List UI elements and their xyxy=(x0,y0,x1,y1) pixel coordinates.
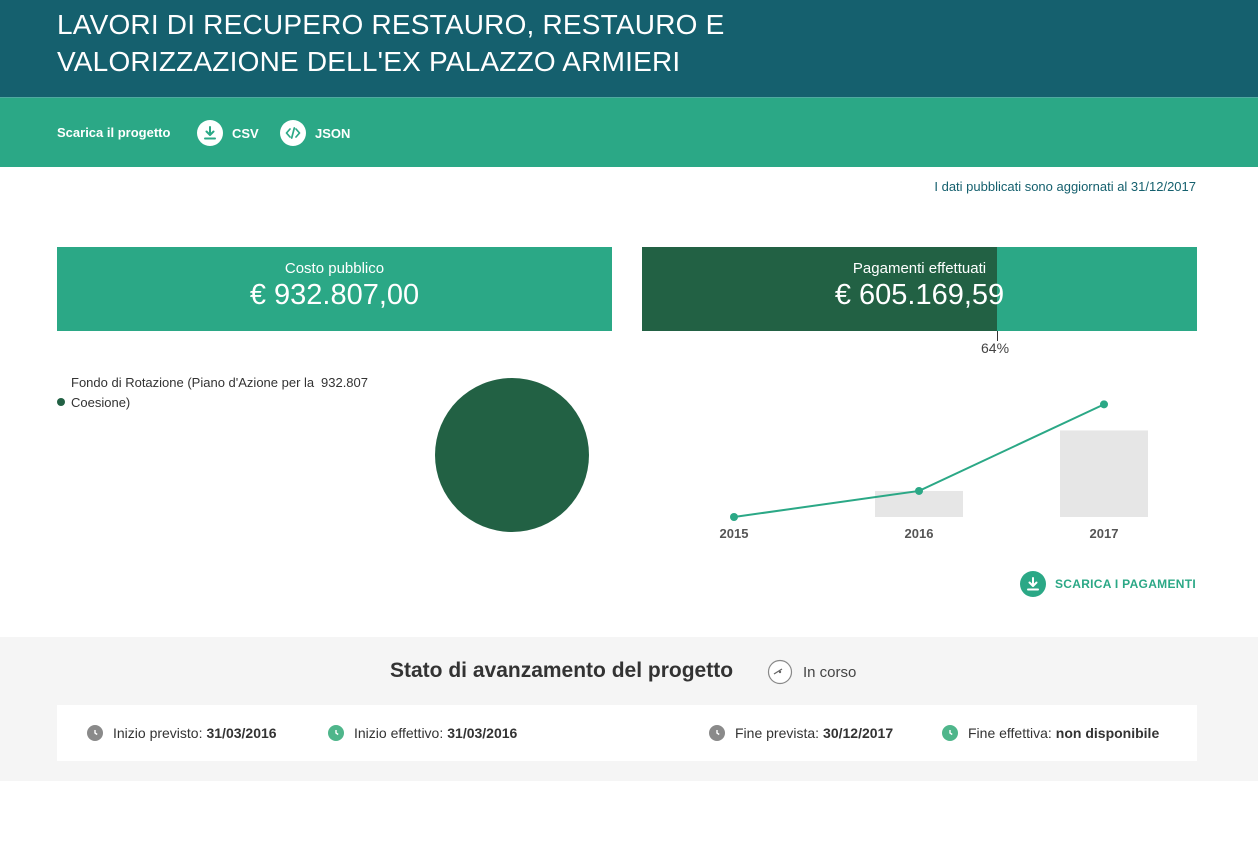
pie-slice-fondo-rotazione[interactable] xyxy=(435,378,589,532)
cumulative-point-2017[interactable] xyxy=(1100,400,1108,409)
project-title-line2: VALORIZZAZIONE DELL'EX PALAZZO ARMIERI xyxy=(57,46,681,77)
clock-icon xyxy=(709,725,725,741)
clock-icon xyxy=(328,725,344,741)
download-payments-button[interactable]: SCARICA I PAGAMENTI xyxy=(1019,571,1196,597)
download-label: Scarica il progetto xyxy=(57,125,171,140)
public-cost-label: Costo pubblico xyxy=(284,260,385,277)
payments-percent-label: 64% xyxy=(981,340,1010,356)
funding-legend: Fondo di Rotazione (Piano d'Azione per l… xyxy=(57,373,387,413)
public-cost-value: € 932.807,00 xyxy=(249,279,420,311)
x-tick-label: 2017 xyxy=(1090,526,1119,541)
x-tick-label: 2016 xyxy=(905,526,934,541)
download-json-label: JSON xyxy=(315,125,351,141)
data-updated-note: I dati pubblicati sono aggiornati al 31/… xyxy=(934,179,1196,194)
status-title: Stato di avanzamento del progetto xyxy=(390,659,734,682)
download-json-button[interactable]: JSON xyxy=(280,120,350,146)
project-title: LAVORI DI RECUPERO RESTAURO, RESTAURO E … xyxy=(57,6,757,80)
x-tick-label: 2015 xyxy=(720,526,749,541)
payments-value: € 605.169,59 xyxy=(834,279,1005,311)
status-state: In corso xyxy=(767,659,856,685)
code-icon xyxy=(280,120,306,146)
payments-label: Pagamenti effettuati xyxy=(852,260,987,277)
status-state-label: In corso xyxy=(803,663,857,681)
project-status-section: Stato di avanzamento del progetto In cor… xyxy=(0,637,1258,781)
download-payments-label: SCARICA I PAGAMENTI xyxy=(1054,577,1196,591)
legend-fund-name: Fondo di Rotazione (Piano d'Azione per l… xyxy=(71,375,315,410)
date-planned-start: Inizio previsto: 31/03/2016 xyxy=(87,725,277,741)
legend-color-dot xyxy=(57,398,65,406)
payments-percent-tick xyxy=(997,331,998,341)
cumulative-point-2015[interactable] xyxy=(730,513,738,521)
date-value: non disponibile xyxy=(1055,725,1160,741)
download-csv-label: CSV xyxy=(232,125,259,141)
download-icon xyxy=(1019,571,1046,597)
page-header: LAVORI DI RECUPERO RESTAURO, RESTAURO E … xyxy=(0,0,1258,97)
date-value: 31/03/2016 xyxy=(447,725,518,741)
project-dates: Inizio previsto: 31/03/2016 Inizio effett… xyxy=(57,705,1197,761)
payments-progress-fill xyxy=(642,247,997,331)
date-label: Inizio previsto: xyxy=(113,725,203,741)
clock-icon xyxy=(942,725,958,741)
date-actual-end: Fine effettiva: non disponibile xyxy=(942,725,1159,741)
cumulative-point-2016[interactable] xyxy=(915,486,923,495)
public-cost-box: Costo pubblico € 932.807,00 xyxy=(57,247,612,331)
date-label: Fine effettiva: xyxy=(968,725,1052,741)
date-label: Fine prevista: xyxy=(735,725,820,741)
download-bar: Scarica il progetto CSV JSON xyxy=(0,98,1258,167)
funding-pie-chart xyxy=(435,378,589,532)
header-divider xyxy=(0,97,1258,98)
payments-box: Pagamenti effettuati € 605.169,59 xyxy=(642,247,1197,331)
date-value: 30/12/2017 xyxy=(823,725,894,741)
date-value: 31/03/2016 xyxy=(206,725,277,741)
clock-icon xyxy=(87,725,103,741)
payments-chart: 2015 2016 2017 xyxy=(720,400,1148,541)
date-label: Inizio effettivo: xyxy=(354,725,444,741)
download-csv-button[interactable]: CSV xyxy=(197,120,259,146)
date-actual-start: Inizio effettivo: 31/03/2016 xyxy=(328,725,517,741)
gauge-icon xyxy=(767,659,793,685)
project-title-line1: LAVORI DI RECUPERO RESTAURO, RESTAURO E xyxy=(57,9,725,40)
payment-bar-2017[interactable] xyxy=(1060,430,1148,517)
legend-fund-amount: 932.807 xyxy=(321,375,368,390)
download-icon xyxy=(197,120,223,146)
date-planned-end: Fine prevista: 30/12/2017 xyxy=(709,725,893,741)
